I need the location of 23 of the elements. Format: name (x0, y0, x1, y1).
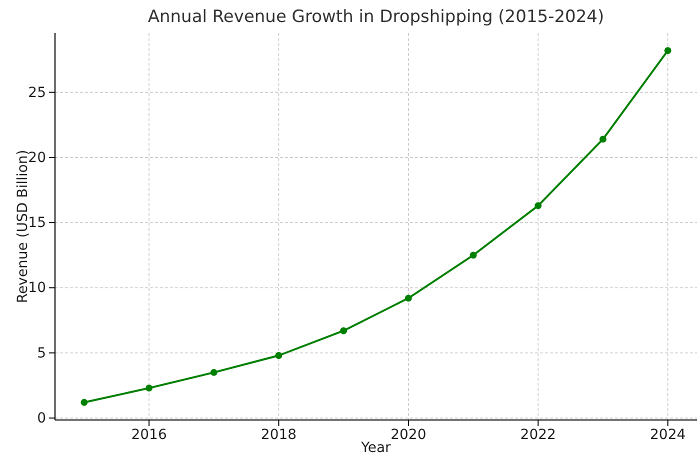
x-tick-label: 2016 (131, 426, 167, 443)
point (599, 136, 606, 143)
x-tick-label: 2018 (260, 426, 297, 443)
point (534, 202, 542, 210)
point (80, 398, 88, 406)
chart-title: Annual Revenue Growth in Dropshipping (2015-2024) (148, 7, 604, 27)
x-axis-title: Year (360, 440, 392, 456)
point (275, 352, 282, 359)
y-tick-label: 10 (28, 280, 46, 296)
x-tick-label: 2020 (390, 426, 426, 443)
point (340, 327, 348, 334)
y-tick-label: 25 (28, 84, 46, 101)
y-tick-label: 5 (37, 345, 46, 362)
x-tick-label: 2022 (520, 426, 556, 443)
y-tick-label: 20 (28, 150, 46, 166)
point (664, 47, 672, 54)
point (404, 294, 412, 302)
point (210, 368, 218, 376)
point (146, 384, 153, 392)
point (470, 252, 477, 259)
y-tick-label: 15 (28, 215, 46, 232)
y-tick-label: 0 (37, 410, 46, 427)
x-tick-label: 2024 (650, 426, 686, 443)
